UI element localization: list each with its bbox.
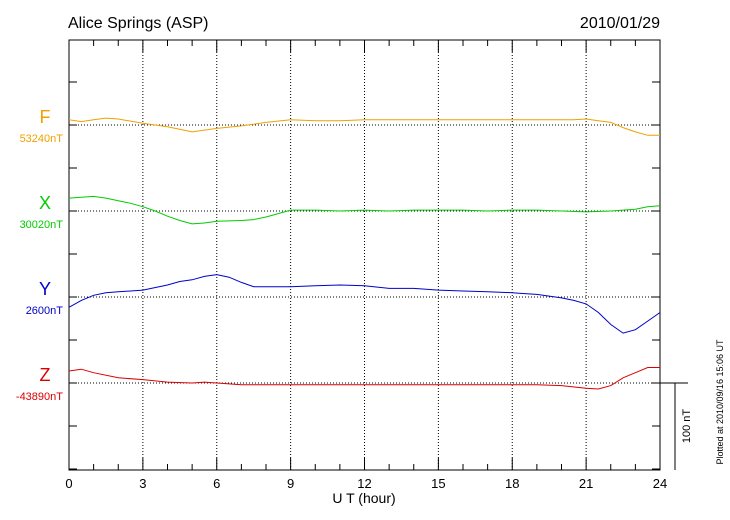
series-group bbox=[68, 117, 661, 390]
axis-ticks bbox=[68, 40, 661, 470]
scale-bar-label: 100 nT bbox=[681, 409, 693, 444]
x-tick-label: 9 bbox=[287, 476, 294, 491]
series-line-y bbox=[68, 274, 661, 334]
chart-title: Alice Springs (ASP) bbox=[68, 15, 209, 32]
x-tick-label: 12 bbox=[357, 476, 371, 491]
series-name-y: Y bbox=[39, 279, 51, 299]
series-labels: F 53240nT X 30020nT Y 2600nT Z -43890nT bbox=[16, 107, 63, 403]
plot-frame bbox=[68, 39, 661, 471]
series-name-z: Z bbox=[40, 365, 51, 385]
x-tick-label: 6 bbox=[213, 476, 220, 491]
x-tick-labels: 0 3 6 9 12 15 18 21 24 bbox=[65, 476, 667, 491]
series-line-z bbox=[68, 367, 660, 390]
x-tick-label: 18 bbox=[505, 476, 519, 491]
series-baseline-z: -43890nT bbox=[16, 391, 63, 403]
series-baseline-x: 30020nT bbox=[20, 219, 64, 231]
series-baseline-f: 53240nT bbox=[20, 133, 64, 145]
series-line-f bbox=[68, 117, 660, 136]
series-baseline-y: 2600nT bbox=[26, 305, 64, 317]
grid-lines bbox=[69, 40, 660, 470]
series-name-x: X bbox=[39, 193, 51, 213]
chart-date: 2010/01/29 bbox=[580, 15, 660, 32]
x-axis-label: U T (hour) bbox=[332, 490, 395, 506]
x-tick-label: 0 bbox=[65, 476, 72, 491]
scale-bar: 100 nT bbox=[660, 382, 693, 470]
series-line-x bbox=[68, 195, 661, 225]
plotted-note: Plotted at 2010/09/16 15:06 UT bbox=[715, 339, 725, 465]
series-name-f: F bbox=[40, 107, 51, 127]
x-tick-label: 24 bbox=[653, 476, 667, 491]
x-tick-label: 15 bbox=[431, 476, 445, 491]
x-tick-label: 3 bbox=[139, 476, 146, 491]
x-tick-label: 21 bbox=[579, 476, 593, 491]
